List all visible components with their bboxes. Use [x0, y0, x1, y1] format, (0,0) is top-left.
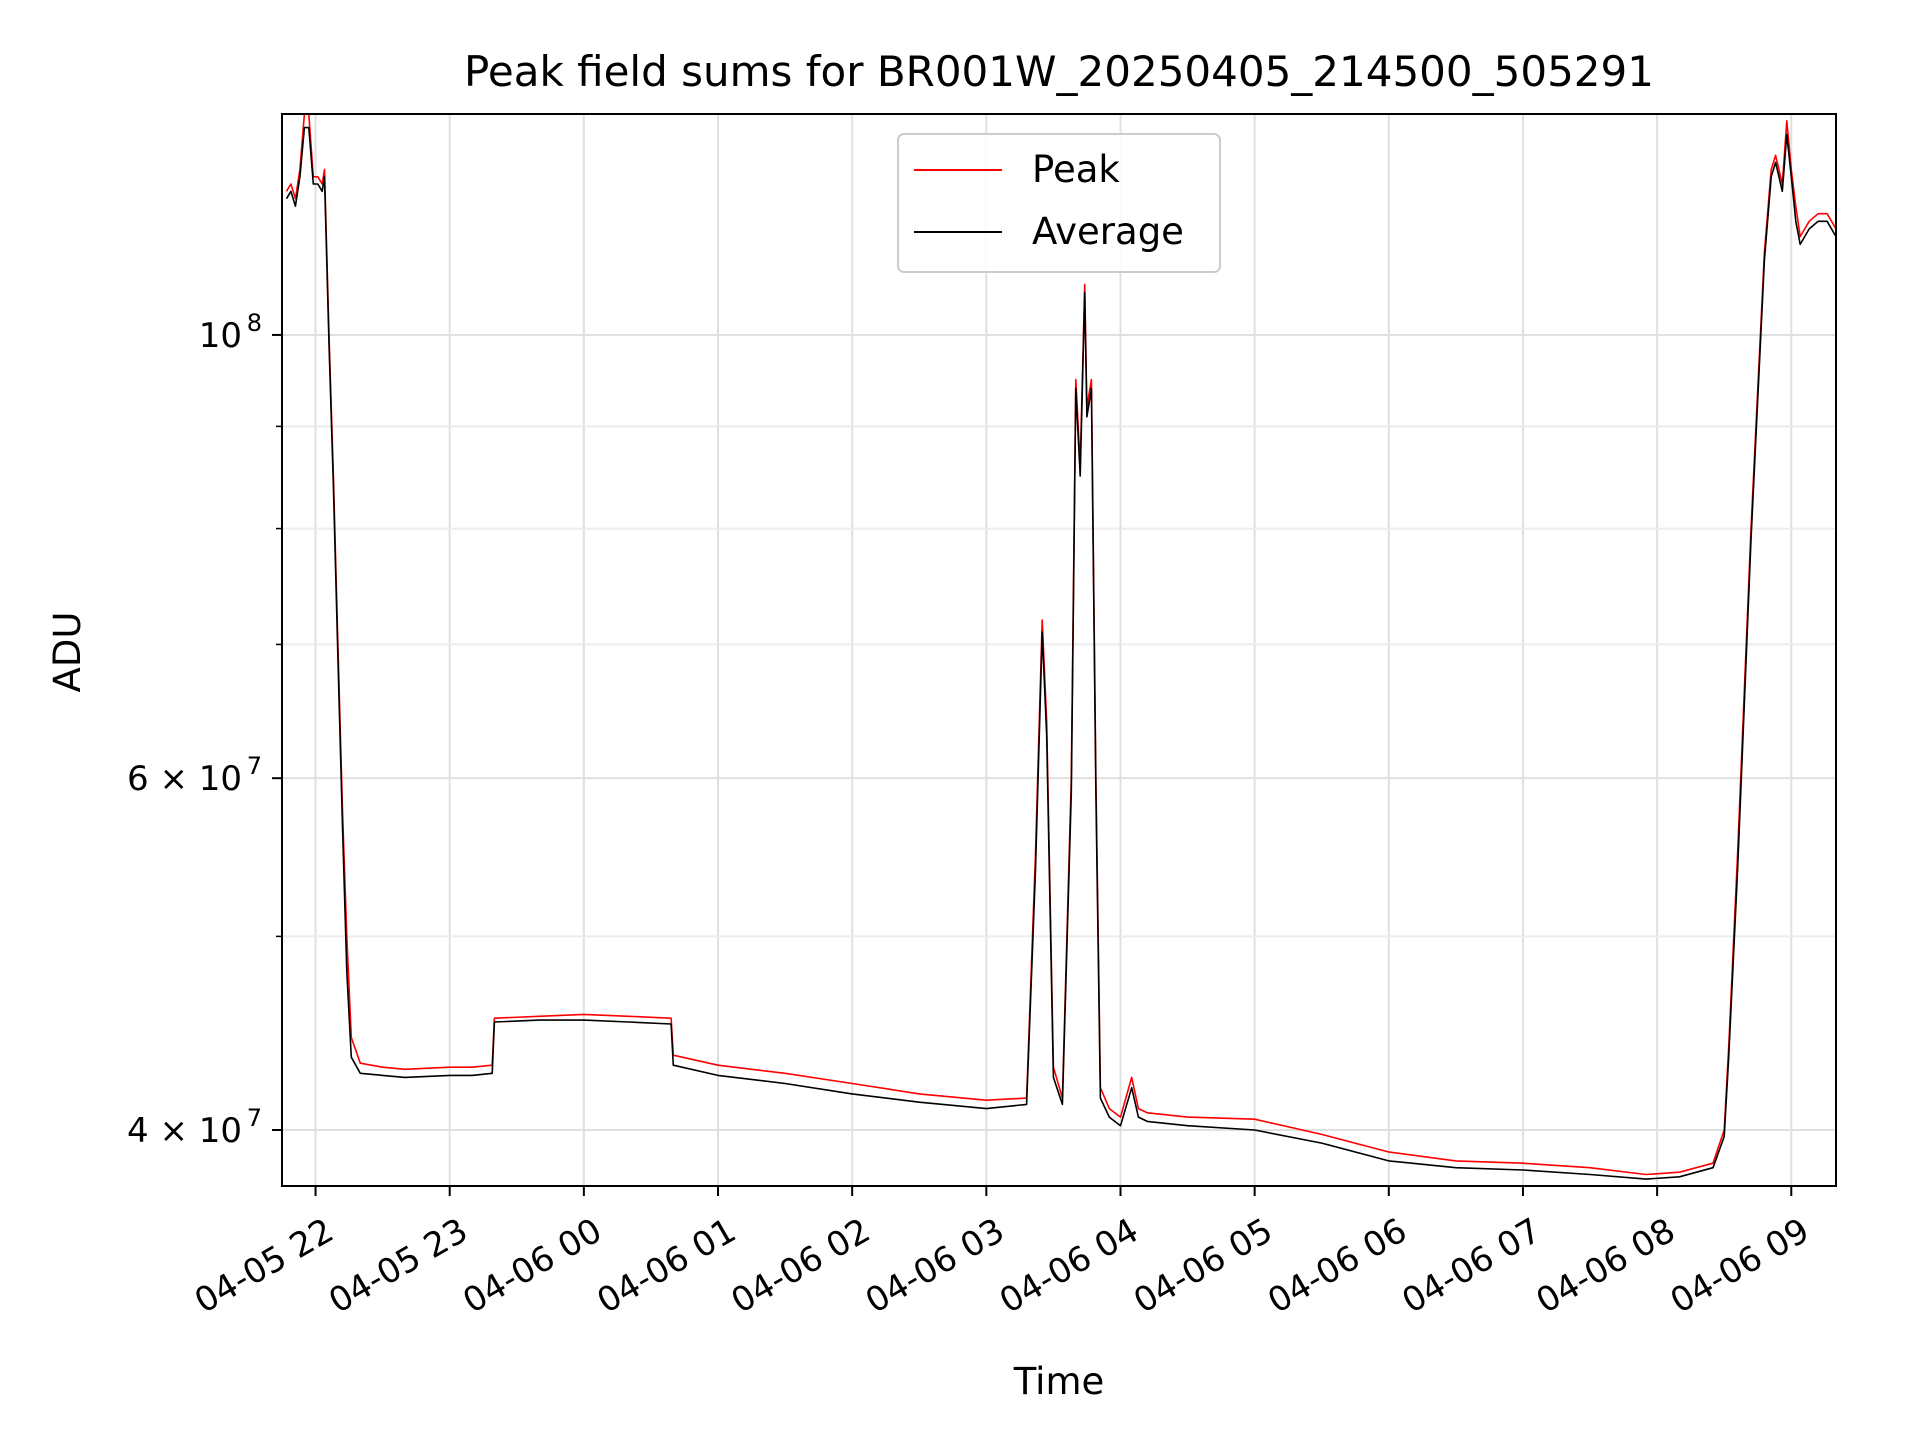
x-axis-label: Time: [1013, 1360, 1105, 1403]
y-tick-exponent: 7: [247, 1104, 262, 1132]
y-tick-label: 4 × 10: [127, 1111, 242, 1151]
y-tick-label: 6 × 10: [127, 759, 242, 799]
legend-box: [897, 133, 1221, 273]
y-tick-exponent: 8: [247, 309, 262, 337]
legend: Peak Average: [897, 133, 1221, 273]
legend-label-average: Average: [1032, 210, 1184, 253]
plot-lines: [285, 113, 1837, 1180]
series-line-average: [285, 126, 1837, 1180]
y-tick-label: 10: [199, 316, 242, 356]
legend-label-peak: Peak: [1032, 148, 1120, 191]
chart-title: Peak field sums for BR001W_20250405_2145…: [464, 47, 1654, 96]
y-axis-label: ADU: [46, 612, 89, 693]
grid-lines: [282, 114, 1836, 1186]
y-tick-exponent: 7: [247, 752, 262, 780]
plot-frame: [281, 113, 1837, 1187]
